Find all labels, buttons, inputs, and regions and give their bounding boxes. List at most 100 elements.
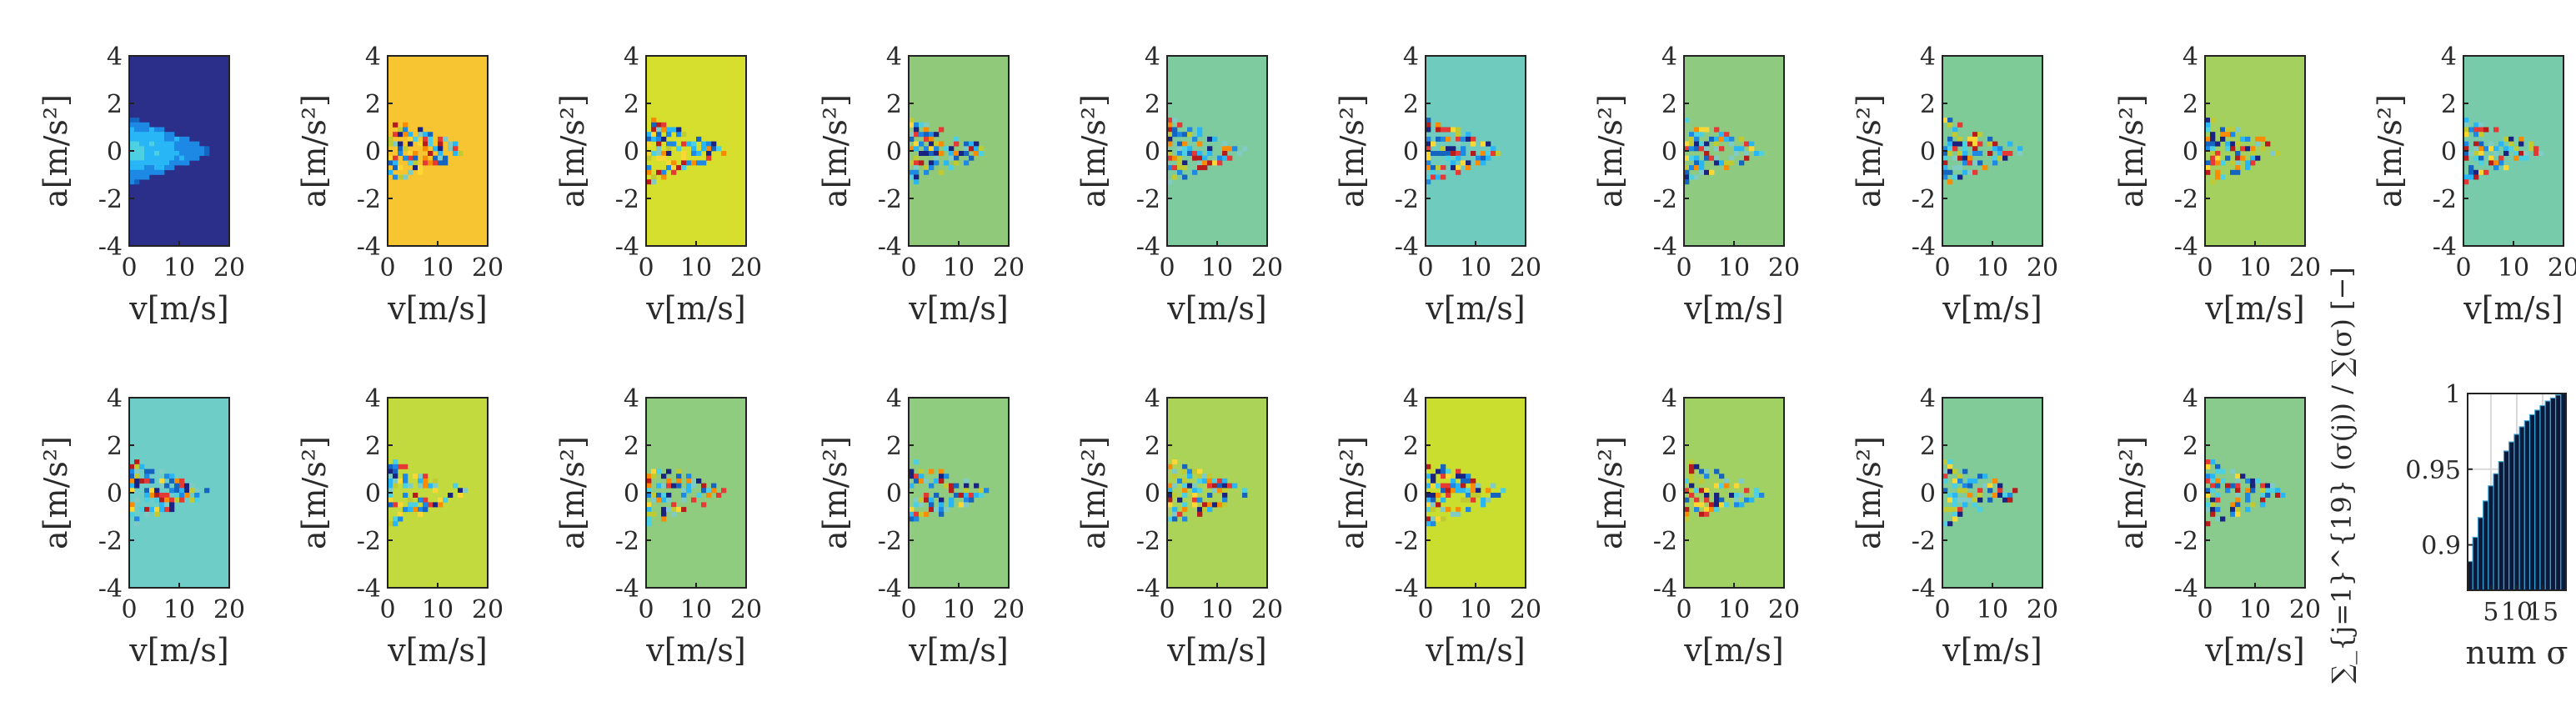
heatmap-cell [398,502,403,508]
heatmap-cell [924,127,930,133]
heatmap-cell [1431,141,1436,147]
x-tick-label: 10 [1201,253,1233,283]
heatmap-cell [914,459,920,465]
heatmap-cell [676,469,682,474]
x-axis-label: v[m/s] [1942,632,2042,669]
heatmap-cell [696,493,702,498]
heatmap-cell [2235,165,2241,171]
heatmap-cell [919,151,925,156]
heatmap-cell [1952,146,1958,152]
heatmap-cell [2205,122,2211,128]
heatmap-cell [924,497,930,503]
heatmap-cell [1694,141,1700,147]
heatmap-cell [159,502,165,508]
heatmap-cell [671,160,677,166]
heatmap-cell [2215,464,2221,469]
y-tick-label: 0 [2441,138,2457,167]
heatmap-cell [154,155,160,161]
heatmap-cell [1947,122,1953,128]
heatmap-cell [1212,478,1218,484]
heatmap-panel-10: 420-2-40 10 20v[m/s]a[m/s²] [2372,43,2576,327]
heatmap-cell [2265,493,2271,498]
heatmap-cell [1456,155,1461,161]
heatmap-cell [1947,507,1953,513]
heatmap-cell [1967,497,1973,503]
heatmap-cell [144,160,150,166]
x-tick-label: 20 [2548,253,2576,283]
heatmap-cell [1202,478,1208,484]
y-tick-label: 2 [2183,432,2198,461]
heatmap-cell [2215,174,2221,180]
heatmap-cell [2483,146,2489,152]
heatmap-cell [1426,507,1431,513]
panel-cells [1684,118,1765,185]
heatmap-cell [974,483,980,489]
y-tick-label: 4 [365,384,381,414]
heatmap-cell [2463,174,2469,180]
heatmap-cell [1714,127,1720,133]
heatmap-cell [134,155,140,161]
heatmap-cell [144,488,150,494]
x-tick-label: 10 [2498,253,2529,283]
heatmap-cell [1197,155,1203,161]
heatmap-cell [2245,478,2251,484]
heatmap-cell [1451,151,1456,156]
heatmap-cell [398,174,403,180]
heatmap-cell [1426,521,1431,527]
heatmap-cell [2473,127,2479,133]
heatmap-cell [1719,497,1725,503]
heatmap-cell [1719,146,1725,152]
heatmap-cell [2215,141,2221,147]
y-tick-label: 0 [1661,479,1677,509]
heatmap-cell [929,469,935,474]
heatmap-cell [433,146,439,152]
heatmap-cell [706,146,712,152]
heatmap-cell [666,151,672,156]
heatmap-cell [691,141,697,147]
heatmap-cell [2215,516,2221,522]
heatmap-cell [909,136,915,142]
heatmap-cell [2210,502,2216,508]
heatmap-cell [691,478,697,484]
heatmap-cell [691,146,697,152]
heatmap-cell [1729,155,1735,161]
y-axis-label: a[m/s²] [296,436,333,549]
y-axis-label: a[m/s²] [554,436,591,549]
heatmap-cell [651,132,657,138]
heatmap-cell [954,136,960,142]
bar-7 [2498,461,2505,591]
heatmap-panel-17: 420-2-40 10 20v[m/s]a[m/s²] [1592,384,1800,669]
heatmap-cell [1739,146,1745,152]
heatmap-cell [129,474,135,479]
heatmap-cell [2205,521,2211,527]
heatmap-panel-13: 420-2-40 10 20v[m/s]a[m/s²] [554,384,762,669]
heatmap-cell [184,151,190,156]
heatmap-cell [1982,483,1988,489]
heatmap-cell [1187,146,1193,152]
heatmap-cell [2205,474,2211,479]
heatmap-cell [154,169,160,175]
heatmap-cell [934,155,940,161]
heatmap-cell [408,502,413,508]
y-tick-label: 0 [1661,138,1677,167]
heatmap-cell [1456,469,1461,474]
heatmap-cell [671,507,677,513]
heatmap-cell [418,507,423,513]
heatmap-cell [194,141,200,147]
heatmap-cell [2463,118,2469,123]
heatmap-cell [418,483,423,489]
y-tick-label: 4 [2183,43,2198,72]
heatmap-cell [144,146,150,152]
heatmap-cell [129,478,135,484]
heatmap-cell [438,141,444,147]
heatmap-cell [949,497,955,503]
heatmap-cell [1197,497,1203,503]
heatmap-cell [1972,160,1978,166]
heatmap-cell [2225,155,2231,161]
heatmap-cell [909,132,915,138]
heatmap-cell [2225,488,2231,494]
heatmap-cell [2017,151,2023,156]
heatmap-cell [1972,497,1978,503]
heatmap-cell [671,165,677,171]
heatmap-cell [2260,502,2266,508]
